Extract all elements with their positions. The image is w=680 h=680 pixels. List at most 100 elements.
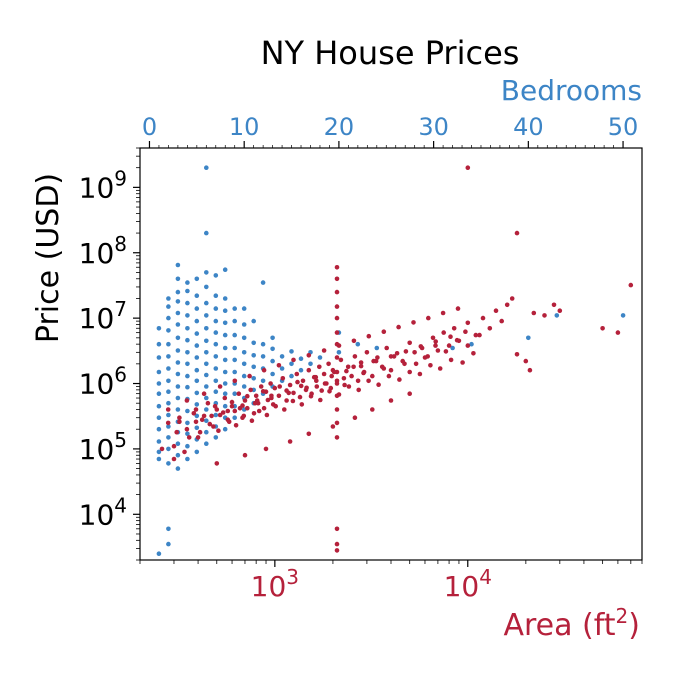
x-bottom-tick-label: 104 — [444, 565, 492, 603]
area-point — [272, 385, 278, 391]
bedrooms-point — [204, 230, 209, 236]
area-point — [557, 308, 563, 314]
bedrooms-point — [166, 366, 171, 371]
bedrooms-point — [156, 403, 162, 409]
area-point — [487, 326, 493, 331]
x-top-tick-label: 0 — [142, 113, 157, 141]
area-point — [465, 343, 471, 348]
area-point — [306, 431, 312, 437]
bedrooms-point — [204, 326, 209, 331]
bedrooms-point — [194, 318, 200, 324]
area-point — [358, 363, 364, 369]
bedrooms-point — [166, 435, 171, 440]
bedrooms-point — [222, 308, 228, 314]
area-point — [225, 417, 231, 423]
bedrooms-point — [175, 384, 181, 389]
area-point — [334, 435, 340, 440]
bedrooms-point — [166, 354, 171, 359]
area-point — [177, 419, 182, 425]
area-point — [276, 363, 282, 368]
x-axis-bottom-label-text: Area (ft — [503, 608, 615, 643]
plot-area — [139, 147, 643, 561]
bedrooms-point — [232, 332, 237, 338]
area-point — [261, 367, 267, 373]
area-point — [249, 418, 255, 424]
bedrooms-point — [222, 332, 228, 338]
area-point — [211, 424, 216, 429]
chart-title: NY House Prices — [261, 34, 520, 72]
bedrooms-point — [166, 304, 171, 309]
area-point — [326, 361, 331, 367]
area-point — [396, 324, 401, 330]
area-point — [314, 378, 319, 384]
bedrooms-point — [213, 366, 219, 371]
bedrooms-point — [194, 413, 200, 419]
bedrooms-point — [213, 330, 219, 335]
bedrooms-point — [251, 318, 256, 324]
area-point — [242, 452, 248, 458]
area-point — [165, 407, 171, 412]
bedrooms-point — [270, 335, 275, 341]
area-point — [214, 461, 220, 466]
area-point — [334, 289, 340, 295]
area-point — [217, 412, 223, 418]
bedrooms-point — [260, 280, 266, 285]
x-axis-bottom-label-close: ) — [628, 608, 640, 643]
bedrooms-point — [175, 395, 181, 401]
area-point — [334, 341, 340, 347]
bedrooms-point — [251, 376, 256, 381]
x-axis-bottom-label-sup: 2 — [616, 604, 629, 628]
area-point — [361, 370, 366, 376]
bedrooms-point — [260, 354, 266, 359]
area-point — [304, 385, 309, 391]
area-point — [334, 315, 340, 321]
area-point — [407, 369, 413, 375]
bedrooms-point — [156, 456, 162, 462]
bedrooms-point — [241, 350, 247, 355]
area-point — [403, 349, 409, 354]
area-point — [193, 419, 199, 425]
area-point — [174, 429, 179, 435]
bedrooms-point — [232, 391, 237, 397]
area-point — [352, 354, 358, 359]
bedrooms-point — [156, 341, 162, 347]
x-bottom-tick-label: 103 — [251, 565, 299, 603]
x-axis-top-label: Bedrooms — [501, 74, 642, 107]
bedrooms-point — [204, 300, 209, 306]
bedrooms-point — [185, 280, 190, 285]
area-point — [216, 428, 221, 434]
bedrooms-point — [175, 310, 181, 316]
bedrooms-point — [194, 355, 200, 360]
area-point — [308, 393, 314, 399]
area-point — [366, 333, 372, 339]
bedrooms-point — [260, 341, 266, 347]
area-point — [349, 373, 354, 379]
bedrooms-point — [156, 449, 162, 455]
area-point — [330, 424, 336, 429]
bedrooms-point — [336, 350, 342, 355]
bedrooms-point — [213, 412, 219, 418]
bedrooms-point — [166, 526, 171, 532]
area-point — [282, 407, 287, 412]
bedrooms-point — [241, 384, 247, 389]
bedrooms-point — [232, 318, 237, 324]
bedrooms-point — [185, 300, 190, 306]
area-point — [446, 343, 452, 348]
area-point — [269, 393, 274, 399]
area-point — [628, 282, 634, 288]
bedrooms-point — [204, 350, 209, 355]
bedrooms-point — [156, 439, 162, 444]
area-point — [300, 378, 306, 384]
area-point — [615, 330, 621, 335]
bedrooms-point — [204, 429, 209, 435]
bedrooms-point — [213, 318, 219, 324]
area-point — [407, 340, 413, 346]
area-point — [388, 354, 394, 359]
bedrooms-point — [620, 313, 626, 318]
bedrooms-point — [156, 415, 162, 421]
bedrooms-point — [298, 356, 304, 362]
area-point — [388, 367, 394, 373]
area-point — [201, 413, 207, 419]
bedrooms-point — [204, 361, 209, 367]
area-point — [460, 360, 465, 365]
